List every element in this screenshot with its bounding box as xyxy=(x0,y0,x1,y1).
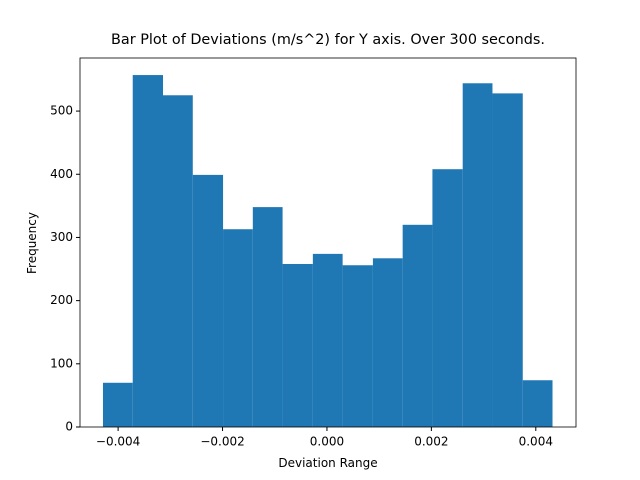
bar xyxy=(282,263,313,427)
y-tick-label: 500 xyxy=(50,104,73,118)
x-tick-label: 0.004 xyxy=(519,435,553,449)
bar xyxy=(462,83,493,427)
y-tick-label: 300 xyxy=(50,230,73,244)
x-tick-label: −0.002 xyxy=(200,435,244,449)
bar xyxy=(492,93,523,428)
x-axis-label: Deviation Range xyxy=(278,456,377,470)
bar xyxy=(312,253,343,427)
bar xyxy=(522,380,553,427)
y-tick-label: 0 xyxy=(65,420,73,434)
y-tick-label: 200 xyxy=(50,293,73,307)
bar xyxy=(163,95,193,427)
chart-title: Bar Plot of Deviations (m/s^2) for Y axi… xyxy=(111,32,545,48)
bar xyxy=(432,169,463,427)
bar xyxy=(402,224,433,427)
x-tick-label: −0.004 xyxy=(96,435,140,449)
y-tick-label: 400 xyxy=(50,167,73,181)
y-tick-label: 100 xyxy=(50,356,73,370)
x-tick-label: 0.002 xyxy=(414,435,448,449)
bar xyxy=(372,258,403,427)
x-tick-label: 0.000 xyxy=(310,435,344,449)
bar xyxy=(192,174,224,427)
y-axis-label: Frequency xyxy=(25,212,39,274)
bar xyxy=(252,207,283,427)
plot-frame xyxy=(79,57,577,428)
bar xyxy=(102,382,133,427)
bar xyxy=(132,75,164,427)
bar xyxy=(223,229,253,427)
bar xyxy=(342,265,373,427)
